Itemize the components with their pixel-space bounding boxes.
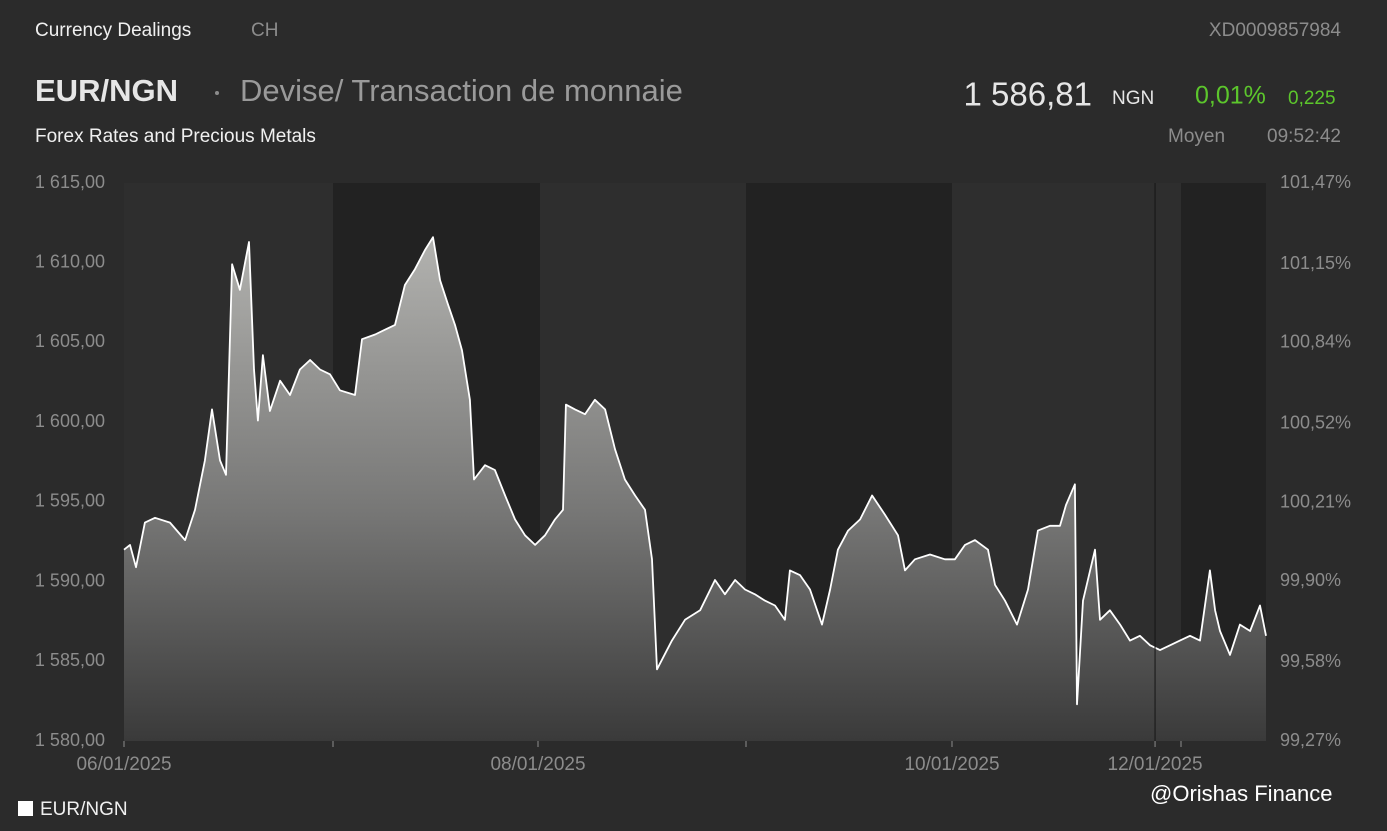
y-tick-label: 1 595,00	[35, 491, 105, 511]
y2-tick-label: 99,90%	[1280, 570, 1341, 590]
y2-tick-label: 100,21%	[1280, 491, 1351, 511]
area-fill	[124, 237, 1266, 741]
separator	[215, 91, 219, 95]
price-type: Moyen	[1168, 126, 1225, 147]
x-tick-label: 06/01/2025	[76, 754, 171, 775]
price: 1 586,81	[964, 76, 1092, 113]
price-line	[123, 236, 1267, 706]
description: Devise/ Transaction de monnaie	[240, 73, 683, 108]
y2-tick-label: 99,27%	[1280, 730, 1341, 750]
x-tick-label: 12/01/2025	[1108, 754, 1203, 775]
time: 09:52:42	[1267, 126, 1341, 147]
section: Currency Dealings	[35, 20, 191, 41]
isin: XD0009857984	[1209, 20, 1341, 41]
y-tick-label: 1 590,00	[35, 570, 105, 590]
category: Forex Rates and Precious Metals	[35, 126, 316, 147]
y-tick-label: 1 600,00	[35, 411, 105, 431]
y-tick-label: 1 605,00	[35, 331, 105, 351]
y-tick-label: 1 580,00	[35, 730, 105, 750]
y-tick-label: 1 615,00	[35, 172, 105, 192]
change-pct: 0,01%	[1195, 82, 1266, 110]
y2-tick-label: 100,84%	[1280, 332, 1351, 352]
x-tick-label: 08/01/2025	[490, 754, 585, 775]
legend-label: EUR/NGN	[40, 799, 128, 820]
y2-tick-label: 101,15%	[1280, 253, 1351, 273]
y-tick-label: 1 610,00	[35, 251, 105, 271]
y2-tick-label: 100,52%	[1280, 413, 1351, 433]
currency: NGN	[1112, 88, 1154, 109]
legend-swatch	[18, 801, 33, 816]
country: CH	[251, 20, 278, 41]
y-tick-label: 1 585,00	[35, 650, 105, 670]
watermark: @Orishas Finance	[1150, 781, 1333, 806]
y2-tick-label: 101,47%	[1280, 172, 1351, 192]
x-tick-label: 10/01/2025	[904, 754, 999, 775]
y2-tick-label: 99,58%	[1280, 651, 1341, 671]
symbol: EUR/NGN	[35, 73, 178, 108]
change-abs: 0,225	[1288, 88, 1336, 109]
